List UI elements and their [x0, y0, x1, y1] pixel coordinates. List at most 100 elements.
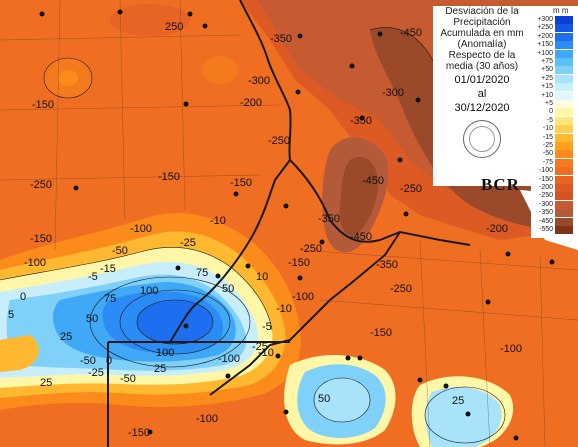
contour-label: 250: [165, 21, 183, 33]
contour-label: -150: [158, 171, 180, 183]
contour-label: 25: [452, 395, 464, 407]
contour-label: -5: [262, 321, 272, 333]
legend-swatch: [555, 58, 573, 66]
anomaly-zone-plus100: [137, 300, 213, 344]
contour-label: -350: [270, 33, 292, 45]
legend-swatch: [555, 49, 573, 58]
anomaly-spot-n-1: [110, 4, 190, 36]
legend-item: -250: [531, 192, 578, 201]
contour-label: -250: [400, 183, 422, 195]
contour-label: 100: [156, 347, 174, 359]
legend-swatch: [555, 158, 573, 167]
legend-item: +100: [531, 49, 578, 58]
legend-swatch: [555, 32, 573, 41]
contour-label: 25: [60, 331, 72, 343]
legend-value: +50: [541, 66, 553, 74]
contour-label: -150: [128, 427, 150, 439]
contour-label: 75: [104, 293, 116, 305]
contour-label: 0: [20, 291, 26, 303]
info-title-line: Precipitación: [453, 17, 511, 28]
contour-label: -10: [258, 347, 274, 359]
legend-swatch: [555, 16, 573, 24]
contour-label: -250: [30, 179, 52, 191]
legend-item: -15: [531, 133, 578, 142]
legend-value: -75: [542, 158, 553, 166]
legend-swatch: [555, 226, 573, 234]
bcr-logo: BCR: [481, 175, 520, 194]
info-title-line: Respecto de la: [448, 50, 516, 61]
legend-item: +300: [531, 16, 578, 24]
contour-label: -100: [292, 291, 314, 303]
legend-value: +5: [545, 100, 553, 107]
contour-label: -350: [318, 213, 340, 225]
province-borders: [107, 0, 471, 447]
legend-swatch: [555, 116, 573, 125]
legend-value: -550: [538, 226, 553, 233]
legend-swatch: [555, 83, 573, 92]
legend-value: 0: [549, 108, 553, 116]
anomaly-zone-450-core: [339, 156, 379, 236]
contour-label: -100: [196, 413, 218, 425]
legend-swatch: [555, 200, 573, 209]
legend-swatch: [555, 91, 573, 100]
contour-label: -100: [500, 343, 522, 355]
contour-label: -450: [400, 27, 422, 39]
contour-label: -100: [218, 353, 240, 365]
legend-swatch: [555, 24, 573, 33]
contour-label: -450: [362, 175, 384, 187]
contour-label: 10: [256, 271, 268, 283]
legend-item: +50: [531, 66, 578, 75]
legend-swatch: [555, 192, 573, 201]
legend-item: -150: [531, 175, 578, 184]
legend-item: +10: [531, 91, 578, 100]
legend-value: -100: [538, 167, 553, 175]
contour-label: -50: [80, 355, 96, 367]
legend-value: +15: [541, 83, 553, 91]
contour-label: 100: [140, 285, 158, 297]
legend-value: +200: [537, 32, 553, 40]
anomaly-zone-450-ne: [370, 27, 578, 231]
legend-item: -200: [531, 184, 578, 192]
contour-label: -200: [486, 223, 508, 235]
contour-label: 25: [154, 363, 166, 375]
contour-label: -450: [350, 231, 372, 243]
legend-item: +200: [531, 32, 578, 41]
legend-value: -450: [538, 217, 553, 225]
legend-swatch: [555, 108, 573, 117]
station-markers: [39, 9, 555, 441]
legend-swatch: [555, 41, 573, 50]
contour-label: -300: [382, 87, 404, 99]
legend-value: +250: [537, 24, 553, 32]
legend-swatch: [555, 217, 573, 226]
legend-item: -450: [531, 217, 578, 226]
legend-item: 0: [531, 108, 578, 117]
info-title-line: Acumulada en mm: [440, 28, 524, 39]
contour-label: -350: [350, 115, 372, 127]
contour-label: -15: [100, 263, 116, 275]
legend-item: -50: [531, 150, 578, 159]
legend-value: +150: [537, 41, 553, 49]
legend-item: -25: [531, 142, 578, 150]
legend-swatch: [555, 209, 573, 218]
legend-item: -5: [531, 116, 578, 125]
legend-item: -75: [531, 158, 578, 167]
color-legend: m m +300 +250 +200 +150 +100 +75 +50 +25 +15 +10 +…: [531, 6, 578, 238]
contour-label: -25: [180, 237, 196, 249]
map-info-panel: Desviación de la Precipitación Acumulada…: [433, 6, 531, 193]
legend-item: +75: [531, 58, 578, 66]
legend-item: -100: [531, 167, 578, 176]
anomaly-zone-sw-edge: [0, 335, 39, 372]
legend-value: -50: [542, 150, 553, 158]
contour-label: -50: [112, 245, 128, 257]
legend-item: +5: [531, 100, 578, 108]
legend-value: +100: [537, 49, 553, 57]
contour-labels: 250 -150 -250 -250 -150 -100 -150 -100 -…: [8, 21, 522, 439]
legend-item: -10: [531, 125, 578, 134]
legend-swatch: [555, 150, 573, 159]
contour-label: -250: [268, 135, 290, 147]
contour-label: -10: [210, 215, 226, 227]
legend-value: -250: [538, 192, 553, 200]
info-title-line: (Anomalía): [457, 39, 507, 50]
